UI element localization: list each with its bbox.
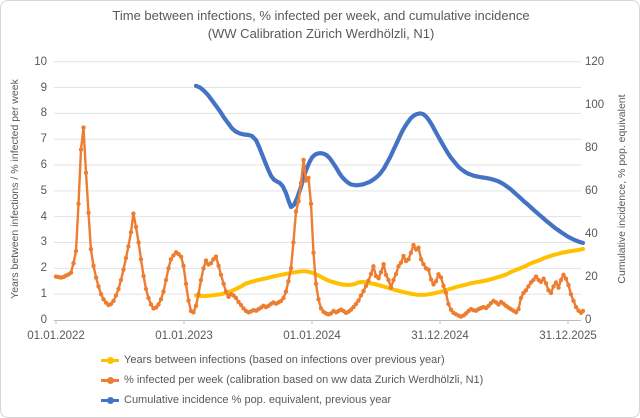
x-tick: 01.01.2024 [283, 330, 341, 342]
legend: Years between infections (based on infec… [101, 353, 483, 407]
legend-label: Cumulative incidence % pop. equivalent, … [124, 394, 392, 406]
legend-label: Years between infections (based on infec… [124, 354, 445, 366]
y-left-tick: 6 [40, 159, 47, 171]
x-tick: 31.12.2025 [539, 330, 597, 342]
y-left-tick: 5 [40, 185, 47, 197]
y-right-axis-title: Cumulative incidence, % pop. equivalent [616, 94, 628, 284]
y-left-tick: 1 [40, 288, 47, 300]
x-tick: 01.01.2023 [155, 330, 213, 342]
line-marker-icon [101, 395, 119, 405]
y-right-tick: 100 [585, 99, 605, 111]
chart-title-line2: (WW Calibration Zürich Werdhölzli, N1) [207, 26, 435, 41]
y-left-tick: 8 [40, 107, 47, 119]
y-right-tick: 80 [585, 142, 598, 154]
y-right-tick: 20 [585, 271, 598, 283]
x-tick: 01.01.2022 [27, 330, 85, 342]
y-right-tick: 60 [585, 185, 598, 197]
chart-title-line1: Time between infections, % infected per … [112, 8, 530, 23]
y-left-tick: 7 [40, 133, 47, 145]
legend-item-percent-infected-per-week: % infected per week (calibration based o… [101, 373, 483, 387]
y-left-tick: 2 [40, 262, 47, 274]
line-marker-icon [101, 355, 119, 365]
y-left-axis-title: Years between infections / % infected pe… [9, 79, 21, 299]
line-marker-icon [101, 375, 119, 385]
y-left-tick: 4 [40, 211, 47, 223]
x-tick: 31.12.2024 [411, 330, 469, 342]
y-right-tick: 0 [585, 314, 592, 326]
legend-item-years-between-infections: Years between infections (based on infec… [101, 353, 483, 367]
y-left-tick: 10 [34, 56, 47, 68]
y-right-tick: 120 [585, 56, 605, 68]
y-right-tick: 40 [585, 228, 598, 240]
y-left-tick: 0 [40, 314, 47, 326]
y-left-tick: 9 [40, 82, 47, 94]
legend-label: % infected per week (calibration based o… [124, 374, 484, 386]
legend-item-cumulative-incidence: Cumulative incidence % pop. equivalent, … [101, 393, 483, 407]
y-left-tick: 3 [40, 236, 47, 248]
